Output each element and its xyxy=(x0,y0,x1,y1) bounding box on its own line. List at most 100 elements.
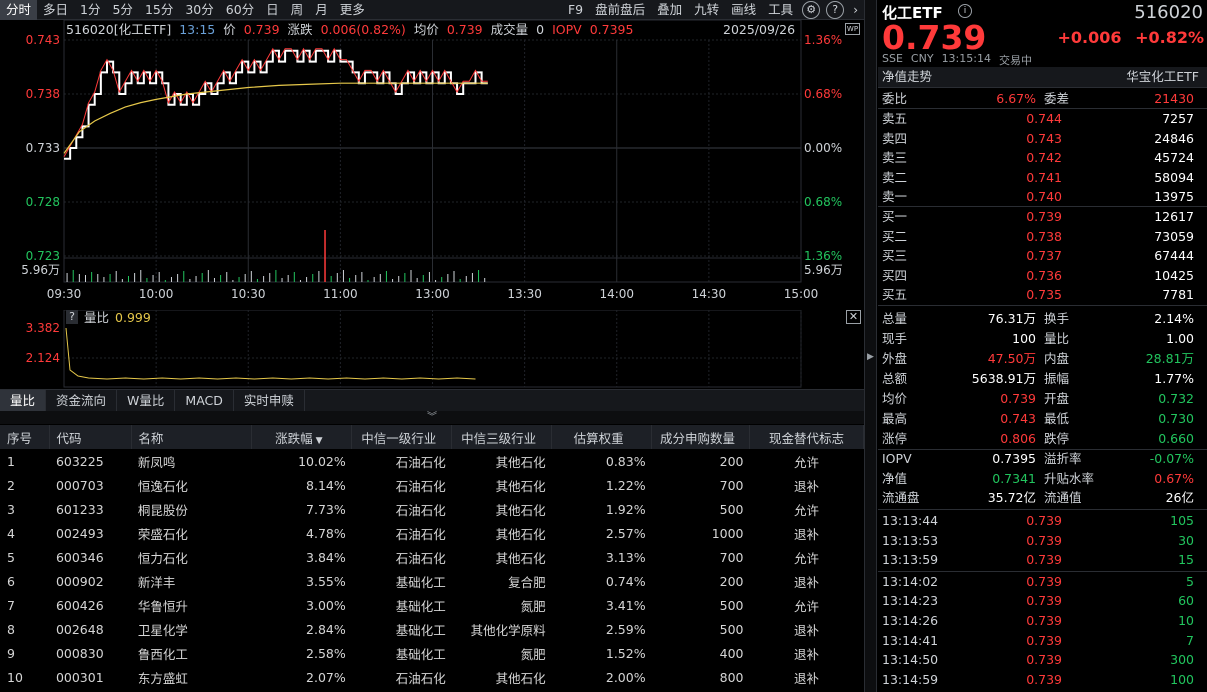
table-row[interactable]: 6 000902 新洋丰 3.55% 基础化工 复合肥 0.74% 200 退补 xyxy=(0,569,864,593)
table-cell: 2.84% xyxy=(306,621,346,637)
period-tab[interactable]: 月 xyxy=(315,1,328,17)
table-row[interactable]: 2 000703 恒逸石化 8.14% 石油石化 其他石化 1.22% 700 退补 xyxy=(0,473,864,497)
toolbar-button[interactable]: 九转 xyxy=(694,1,720,17)
table-cell: 允许 xyxy=(794,550,820,566)
table-row[interactable]: 10 000301 东方盛虹 2.07% 石油石化 其他石化 2.00% 800 退补 xyxy=(0,665,864,689)
stat-value: 0.7341 xyxy=(992,470,1036,486)
weibi-value: 6.67% xyxy=(996,91,1036,106)
indicator-tab[interactable]: W量比 xyxy=(117,390,176,411)
tick-time: 13:14:02 xyxy=(882,573,939,589)
indicator-tab[interactable]: 实时申赎 xyxy=(234,390,305,411)
chevron-right-icon[interactable]: › xyxy=(853,2,858,17)
table-cell: 601233 xyxy=(55,501,104,517)
quote-code: 516020 xyxy=(1134,2,1203,23)
tick-volume: 5 xyxy=(1186,573,1194,589)
column-header[interactable]: 中信一级行业 xyxy=(351,425,453,449)
intraday-price-chart[interactable]: 0.743 1.36% 0.738 0.68% 0.733 0.00% 0.728 0.68%… xyxy=(0,20,864,310)
toolbar-button[interactable]: 叠加 xyxy=(657,1,683,17)
column-header[interactable]: 涨跌幅 ▼ xyxy=(251,425,353,449)
table-cell: 退补 xyxy=(794,646,820,662)
indicator-tab[interactable]: 资金流向 xyxy=(46,390,118,411)
column-header[interactable]: 名称 xyxy=(131,425,253,449)
table-row[interactable]: 1 603225 新凤鸣 10.02% 石油石化 其他石化 0.83% 200 允许 xyxy=(0,449,864,473)
column-header[interactable]: 代码 xyxy=(49,425,133,449)
change-value: 0.006(0.82%) xyxy=(320,22,406,37)
change-label: 涨跌 xyxy=(287,22,313,37)
period-tab[interactable]: 周 xyxy=(290,1,304,17)
volume-ratio-chart[interactable]: 3.382 2.124 xyxy=(0,310,864,390)
collapse-arrow-icon[interactable]: ▶ xyxy=(867,352,874,362)
tick-volume: 100 xyxy=(1170,671,1194,687)
table-row[interactable]: 5 600346 恒力石化 3.84% 石油石化 其他石化 3.13% 700 允许 xyxy=(0,545,864,569)
help-icon[interactable]: ? xyxy=(826,0,845,19)
stat-value: 1.77% xyxy=(1154,371,1194,386)
stat-row: 最高 0.743 最低 0.730 xyxy=(878,409,1202,429)
table-cell: 恒逸石化 xyxy=(137,478,188,494)
table-row[interactable]: 9 000830 鲁西化工 2.58% 基础化工 氮肥 1.52% 400 退补 xyxy=(0,641,864,665)
period-tab[interactable]: 60分 xyxy=(225,1,255,17)
tick-price: 0.739 xyxy=(1026,632,1062,648)
period-tab[interactable]: 1分 xyxy=(80,1,101,17)
divider-line xyxy=(878,87,1207,88)
table-cell: 4.78% xyxy=(306,525,346,541)
tick-time: 13:13:44 xyxy=(882,513,939,528)
table-row[interactable]: 3 601233 桐昆股份 7.73% 石油石化 其他石化 1.92% 500 允许 xyxy=(0,497,864,521)
table-cell: 700 xyxy=(719,549,744,565)
nav-trend-row[interactable]: 净值走势 华宝化工ETF xyxy=(878,67,1207,87)
close-icon[interactable]: ✕ xyxy=(846,310,861,324)
avg-label: 均价 xyxy=(413,22,439,37)
help-icon[interactable]: ? xyxy=(66,310,78,324)
column-header[interactable]: 中信三级行业 xyxy=(451,425,553,449)
toolbar-button[interactable]: 画线 xyxy=(731,1,757,17)
table-row[interactable]: 4 002493 荣盛石化 4.78% 石油石化 其他石化 2.57% 1000 退补 xyxy=(0,521,864,545)
indicator-tab[interactable]: MACD xyxy=(175,390,234,411)
table-cell: 8.14% xyxy=(306,477,346,493)
toolbar-button[interactable]: F9 xyxy=(567,1,584,17)
table-cell: 石油石化 xyxy=(395,502,446,518)
toolbar-button[interactable]: 工具 xyxy=(768,1,794,17)
bid-label: 买四 xyxy=(882,267,908,283)
chevron-down-icon[interactable]: ︾ xyxy=(0,411,864,424)
table-row[interactable]: 8 002648 卫星化学 2.84% 基础化工 其他化学原料 2.59% 500 退补 xyxy=(0,617,864,641)
table-cell: 石油石化 xyxy=(395,478,446,494)
table-cell: 石油石化 xyxy=(395,550,446,566)
period-tab[interactable]: 更多 xyxy=(339,1,365,17)
ask-price: 0.743 xyxy=(1026,130,1062,146)
volume-axis-right-label: 5.96万 xyxy=(804,263,843,277)
table-cell: 000830 xyxy=(55,645,104,661)
column-header[interactable]: 现金替代标志 xyxy=(749,425,864,449)
period-tab[interactable]: 15分 xyxy=(144,1,174,17)
chart-frame xyxy=(63,20,802,283)
period-tab[interactable]: 30分 xyxy=(185,1,214,17)
column-header[interactable]: 估算权重 xyxy=(551,425,653,449)
panel-splitter[interactable]: ▶ xyxy=(864,0,877,692)
vol-value: 0 xyxy=(536,22,545,37)
tick-row: 13:13:59 0.739 15 xyxy=(878,550,1202,570)
period-tab[interactable]: 5分 xyxy=(112,1,133,17)
toolbar-button[interactable]: 盘前盘后 xyxy=(595,1,646,17)
info-icon[interactable]: i xyxy=(958,4,972,18)
table-cell: 氮肥 xyxy=(520,598,546,614)
table-cell: 退补 xyxy=(794,478,820,494)
sort-desc-icon[interactable]: ▼ xyxy=(315,435,323,446)
period-tab[interactable]: 日 xyxy=(266,1,279,17)
column-header[interactable]: 序号 xyxy=(0,425,51,449)
table-cell: 退补 xyxy=(794,526,820,542)
column-header[interactable]: 成分申购数量 xyxy=(651,425,751,449)
table-cell: 002493 xyxy=(55,525,104,541)
table-cell: 600346 xyxy=(55,549,104,565)
settings-icon[interactable]: ⚙ xyxy=(802,0,821,19)
period-tab[interactable]: 分时 xyxy=(0,0,38,20)
tick-volume: 30 xyxy=(1178,532,1194,548)
currency: CNY xyxy=(910,52,934,65)
period-toolbar: 分时 多日 1分 5分 15分 30分 60分日周月更多 F9 盘前盘后 叠加 九转 画线 工具 ⚙? › xyxy=(0,0,864,20)
table-cell: 600426 xyxy=(55,597,104,613)
wp-icon[interactable]: WP xyxy=(845,23,860,35)
table-cell: 10.02% xyxy=(298,453,346,469)
indicator-tab[interactable]: 量比 xyxy=(0,390,47,411)
ask-volume: 13975 xyxy=(1154,189,1194,204)
ask-row: 卖二 0.741 58094 xyxy=(878,168,1202,188)
nav-trend-link[interactable]: 净值走势 xyxy=(882,69,933,84)
period-tab[interactable]: 多日 xyxy=(43,1,69,17)
table-row[interactable]: 7 600426 华鲁恒升 3.00% 基础化工 氮肥 3.41% 500 允许 xyxy=(0,593,864,617)
